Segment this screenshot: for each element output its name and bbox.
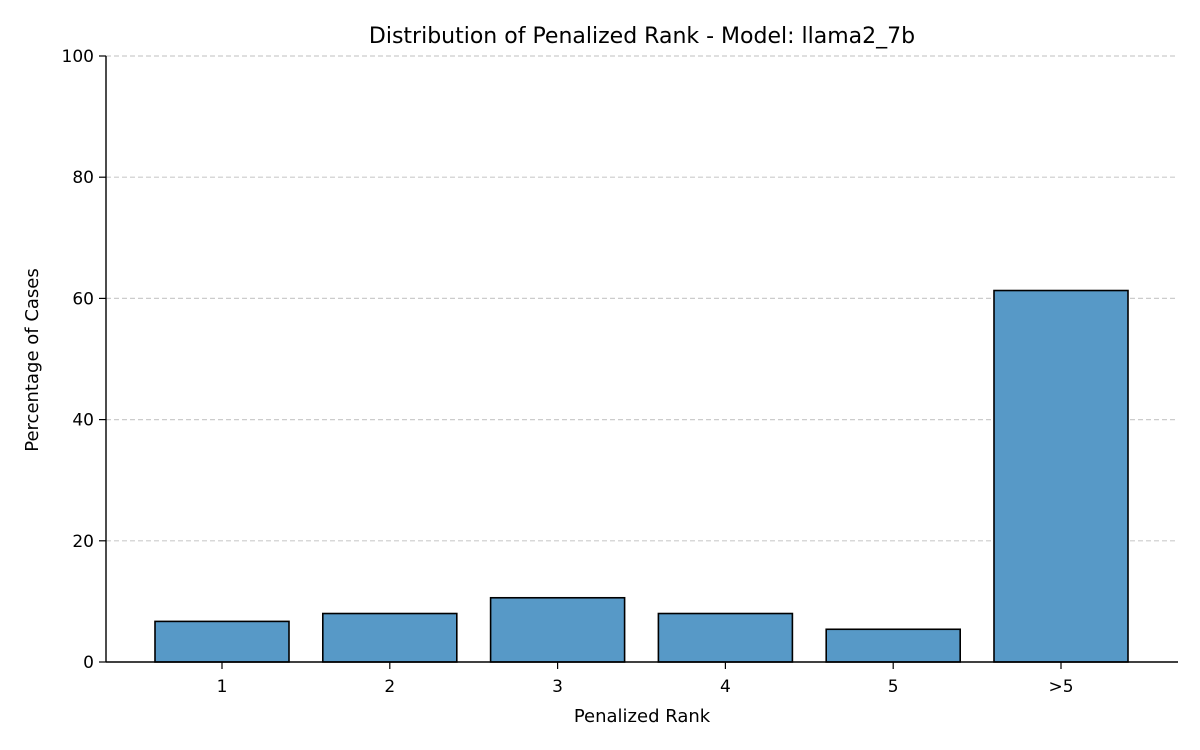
x-tick-label: 3: [552, 677, 563, 697]
x-axis: 1 2 3 4 5 >5: [106, 661, 1178, 697]
bar: [825, 628, 962, 663]
x-tick-label: 1: [217, 677, 228, 697]
y-tick-label: 80: [72, 168, 94, 188]
x-tick-label: 5: [888, 677, 899, 697]
y-tick-label: 20: [72, 532, 94, 552]
y-tick-label: 100: [62, 47, 94, 67]
bar: [321, 612, 458, 663]
y-tick-label: 40: [72, 411, 94, 431]
x-axis-label: Penalized Rank: [574, 706, 711, 727]
bar: [489, 596, 626, 663]
x-tick-label: 4: [720, 677, 731, 697]
y-axis-label: Percentage of Cases: [22, 268, 43, 451]
y-tick-label: 60: [72, 289, 94, 309]
bar: [657, 612, 794, 663]
x-tick-label: >5: [1048, 677, 1073, 697]
chart-title: Distribution of Penalized Rank - Model: …: [369, 24, 915, 49]
bar: [993, 289, 1129, 663]
gridlines: [106, 55, 1178, 542]
bar: [154, 620, 290, 663]
x-tick-label: 2: [384, 677, 395, 697]
y-tick-label: 0: [83, 653, 94, 673]
y-axis: 0 20 40 60 80 100: [62, 47, 107, 673]
bars: [154, 289, 1129, 663]
